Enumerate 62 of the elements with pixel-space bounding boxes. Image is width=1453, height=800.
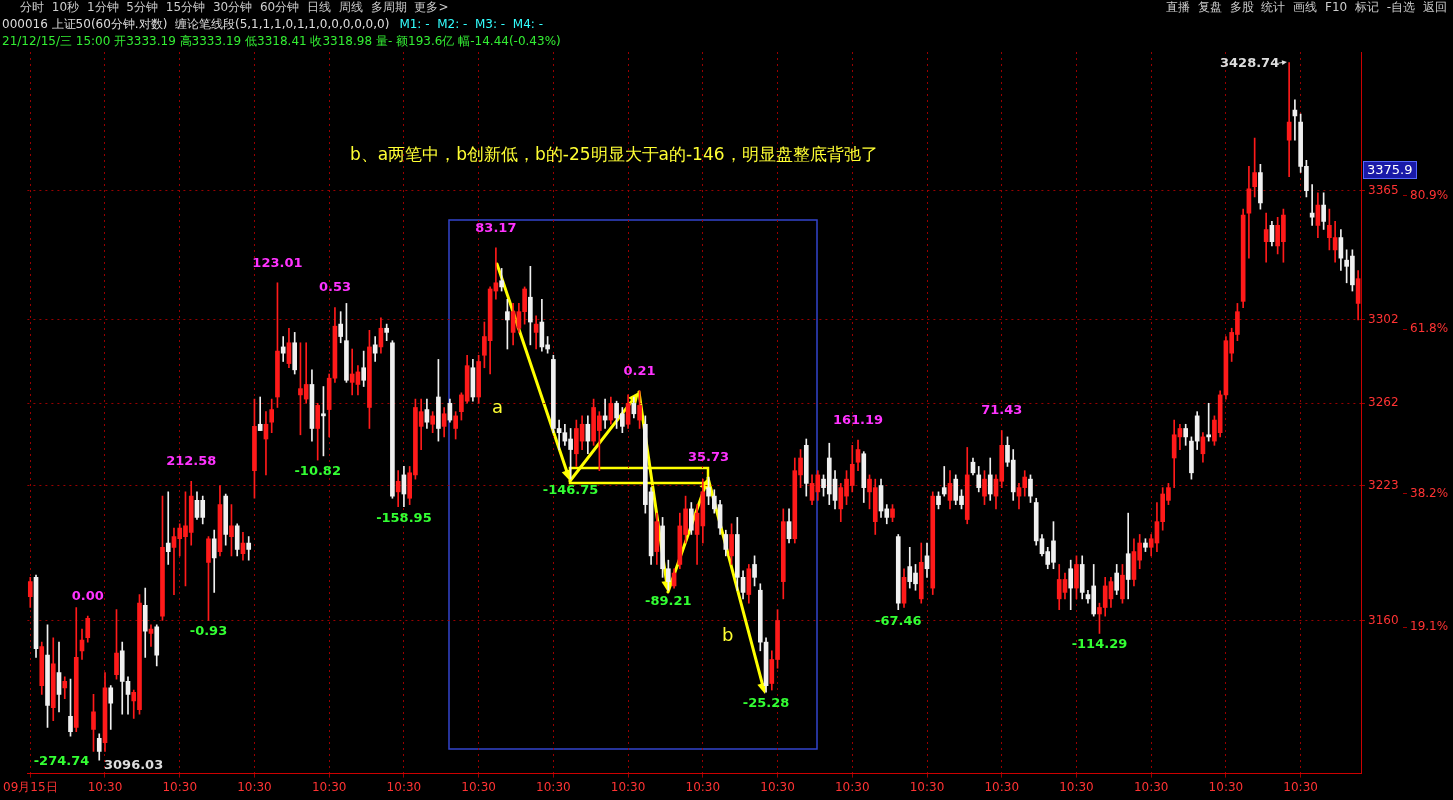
y2-tick-label: 38.2%	[1410, 485, 1449, 500]
x-tick-label: 10:30	[1208, 779, 1244, 794]
text: M1: - M2: - M3: - M4: -	[399, 17, 543, 31]
x-tick-label: 10:30	[536, 779, 571, 794]
annotation: a	[492, 396, 504, 417]
candlestick	[941, 466, 947, 497]
x-tick-label: 10:30	[162, 779, 198, 794]
text: 35.73	[688, 448, 730, 464]
text: 0.53	[318, 279, 351, 295]
candlestick	[165, 491, 171, 565]
candlestick	[1206, 402, 1211, 442]
text: 直播 复盘 多股 统计 画线 F10 标记 -自选 返回	[1165, 0, 1447, 15]
text: -0.93	[189, 623, 228, 639]
text: 3375.9	[1363, 161, 1417, 179]
x-tick-label: 10:30	[386, 779, 422, 794]
candlestick	[1309, 184, 1315, 226]
x-tick-label: 10:30	[237, 779, 272, 794]
text: -25.28	[742, 695, 790, 711]
text: 0.21	[623, 362, 656, 378]
x-tick-label: 10:30	[461, 779, 496, 794]
chart-title: 000016 上证50(60分钟.对数)	[2, 17, 168, 31]
x-tick-label: 10:30	[984, 779, 1020, 794]
text: 212.58	[166, 453, 217, 469]
text: 0.00	[71, 588, 104, 604]
y-tick-label: 3223	[1368, 477, 1399, 492]
text: -274.74	[33, 753, 90, 769]
text: -158.95	[376, 509, 432, 525]
x-tick-label: 10:30	[685, 779, 721, 794]
x-tick-label: 10:30	[1133, 779, 1169, 794]
annotation: 3096.03	[104, 757, 164, 772]
y2-tick-label: 80.9%	[1410, 187, 1449, 202]
annotation: 3428.74	[1220, 55, 1280, 70]
text: 缠论笔线段(5,1,1,1,0,1,1,0,0,0,0,0,0)	[174, 17, 390, 31]
y-tick-label: 3302	[1368, 312, 1399, 327]
annotation: b	[722, 624, 734, 645]
y2-tick-label: 61.8%	[1410, 321, 1449, 336]
x-tick-label: 09月15日	[3, 779, 58, 794]
text: -67.46	[875, 612, 922, 628]
y2-tick-label: 19.1%	[1410, 619, 1449, 634]
y-tick-label: 3262	[1368, 395, 1399, 410]
annotation: b、a两笔中，b创新低，b的-25明显大于a的-146，明显盘整底背弛了	[350, 143, 878, 166]
x-tick-label: 10:30	[760, 779, 795, 794]
chart-subtitle: 21/12/15/三 15:00 开3333.19 高3333.19 低3318.41 收3318.98 量- 额193.6亿 幅-14.44(-0.43%)	[2, 34, 561, 49]
candlestick	[257, 396, 263, 431]
x-tick-label: 10:30	[610, 779, 646, 794]
x-tick-label: 10:30	[909, 779, 945, 794]
x-tick-label: 10:30	[311, 779, 347, 794]
x-tick-label: 10:30	[1283, 779, 1318, 794]
text: 123.01	[252, 254, 303, 270]
text: -146.75	[542, 482, 599, 498]
text: 71.43	[981, 402, 1023, 418]
y-tick-label: 3365	[1368, 182, 1399, 197]
text: -114.29	[1071, 636, 1128, 652]
text: 83.17	[475, 219, 517, 235]
x-tick-label: 10:30	[834, 779, 870, 794]
text: -89.21	[645, 593, 692, 609]
text: 161.19	[832, 411, 884, 427]
text: -10.82	[294, 462, 341, 478]
x-tick-label: 10:30	[1059, 779, 1094, 794]
x-tick-label: 10:30	[87, 779, 123, 794]
text: 分时 10秒 1分钟 5分钟 15分钟 30分钟 60分钟 日线 周线 多周期 更多>	[20, 0, 449, 15]
y-tick-label: 3160	[1368, 612, 1399, 627]
